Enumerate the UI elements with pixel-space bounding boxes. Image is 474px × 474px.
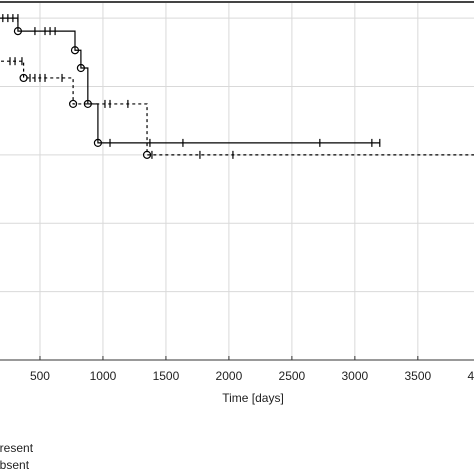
event-marker [70,46,80,55]
x-tick-label: 1500 [153,369,180,383]
event-marker [76,63,86,73]
x-tick-label: 1000 [90,369,117,383]
event-marker [142,150,152,159]
x-tick-label: 4000 [467,369,474,383]
x-tick-label: 2000 [216,369,243,383]
legend-label: present [0,441,34,455]
x-axis-label: Time [days] [222,391,284,405]
x-tick-label: 500 [30,369,50,383]
legend-label: absent [0,458,30,472]
x-tick-label: 2500 [279,369,306,383]
x-tick-label: 3000 [342,369,369,383]
event-marker [93,138,103,147]
x-tick-label: 3500 [404,369,431,383]
event-marker [13,26,23,36]
event-marker [69,99,78,109]
survival-curve [0,60,474,156]
survival-curve [0,17,380,144]
event-marker [19,73,28,83]
